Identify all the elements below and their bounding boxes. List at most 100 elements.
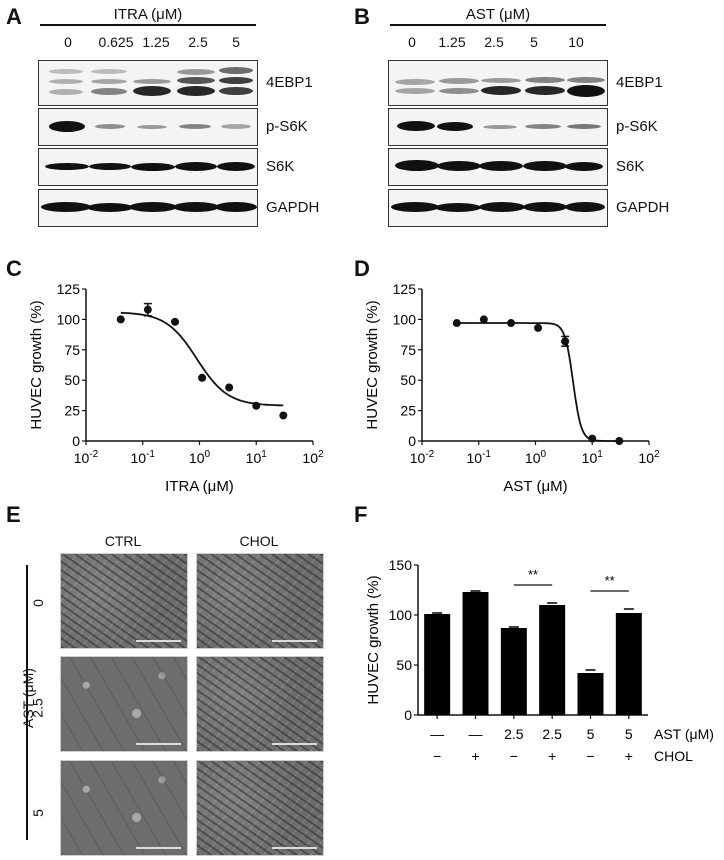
condition-label: − (510, 748, 518, 764)
data-point (252, 401, 261, 410)
x-tick-label: 10-2 (74, 449, 99, 466)
lane-label: 0.625 (98, 34, 134, 50)
panel-label-a: A (6, 4, 22, 29)
chart-f: 0 50 100 150 — — 2.5 2.5 5 5 AST (μM) − + − + − + CHOL ** *… (365, 557, 714, 764)
bar (615, 613, 642, 715)
row-axis-line (26, 565, 28, 840)
lane-label: 2.5 (188, 34, 208, 50)
blot-b-4ebp1 (388, 60, 608, 106)
lane-label: 5 (232, 34, 240, 50)
row-name-label: CHOL (654, 748, 693, 764)
data-point (534, 323, 543, 332)
blot-b-s6k (388, 148, 608, 186)
lane-label: 5 (530, 34, 538, 50)
micrograph-ctrl-2.5 (60, 656, 188, 752)
condition-label: + (625, 748, 633, 764)
x-tick-label: 102 (638, 449, 660, 466)
data-point (561, 337, 570, 346)
x-tick-label: 101 (246, 449, 268, 466)
lane-label: 1.25 (438, 34, 466, 50)
data-point (279, 411, 288, 420)
micrograph-ctrl-5 (60, 760, 188, 856)
y-tick-label: 75 (400, 342, 416, 358)
panel-label-e: E (6, 502, 21, 527)
bar (424, 614, 451, 715)
blot-b-ps6k (388, 108, 608, 146)
y-tick-label: 25 (64, 403, 80, 419)
y-tick-label: 150 (389, 557, 413, 573)
blot-a-divider (40, 24, 256, 26)
row-name-label: AST (μM) (654, 726, 714, 742)
lane-label: 1.25 (142, 34, 170, 50)
condition-label: 5 (587, 726, 595, 742)
y-tick-label: 0 (404, 707, 412, 723)
x-tick-label: 100 (525, 449, 547, 466)
chart-d: 0 25 50 75 100 125 10-2 10-1 100 101 102 AST (μM) HU… (364, 281, 660, 495)
protein-label: S6K (616, 158, 645, 175)
condition-label: — (430, 726, 444, 742)
condition-label: − (586, 748, 594, 764)
panel-label-c: C (6, 256, 22, 281)
protein-label: p-S6K (266, 118, 308, 135)
y-tick-label: 50 (64, 372, 80, 388)
condition-label: + (471, 748, 479, 764)
y-tick-label: 125 (393, 281, 417, 297)
lane-label: 0 (408, 34, 416, 50)
y-tick-label: 75 (64, 342, 80, 358)
blot-a-ps6k (38, 108, 258, 146)
condition-label: − (433, 748, 441, 764)
x-axis-label: ITRA (μM) (165, 478, 234, 495)
fit-curve (456, 322, 620, 442)
lane-label: 2.5 (484, 34, 504, 50)
y-tick-label: 100 (393, 311, 417, 327)
x-tick-label: 10-1 (131, 449, 156, 466)
bar (577, 673, 604, 715)
protein-label: GAPDH (616, 199, 670, 216)
condition-label: 2.5 (504, 726, 524, 742)
x-tick-label: 101 (582, 449, 604, 466)
micrograph-chol-2.5 (196, 656, 324, 752)
data-point (452, 319, 461, 328)
micrograph-chol-0 (196, 553, 324, 649)
protein-label: GAPDH (266, 199, 320, 216)
blot-b-divider (390, 24, 606, 26)
y-axis-label: HUVEC growth (%) (364, 300, 381, 429)
data-point (143, 305, 152, 314)
panel-label-b: B (354, 4, 370, 29)
blot-a-s6k (38, 148, 258, 186)
y-tick-label: 0 (72, 433, 80, 449)
data-point (588, 434, 597, 443)
column-label-chol: CHOL (239, 533, 279, 549)
x-tick-label: 100 (189, 449, 211, 466)
row-label: 0 (29, 599, 46, 607)
protein-label: S6K (266, 158, 295, 175)
y-tick-label: 50 (396, 657, 412, 673)
blot-a-4ebp1 (38, 60, 258, 106)
blot-b-gapdh (388, 189, 608, 227)
data-point (225, 383, 234, 392)
x-tick-label: 10-2 (410, 449, 435, 466)
data-point (170, 317, 179, 326)
y-tick-label: 0 (408, 433, 416, 449)
y-tick-label: 100 (57, 311, 81, 327)
condition-label: — (469, 726, 483, 742)
y-tick-label: 100 (389, 607, 413, 623)
condition-label: 5 (625, 726, 633, 742)
x-tick-label: 10-1 (467, 449, 492, 466)
protein-label: 4EBP1 (616, 74, 663, 91)
bar (500, 628, 527, 715)
significance-marker: ** (605, 573, 615, 588)
data-point (116, 315, 125, 324)
column-label-ctrl: CTRL (104, 533, 142, 549)
bar (539, 605, 566, 715)
y-tick-label: 125 (57, 281, 81, 297)
condition-label: + (548, 748, 556, 764)
y-axis-label: HUVEC growth (%) (365, 575, 382, 704)
chart-c: 0 25 50 75 100 125 10-2 10-1 100 101 102 ITRA (μM) H… (28, 281, 324, 495)
condition-label: 2.5 (542, 726, 562, 742)
y-axis-label: HUVEC growth (%) (28, 300, 45, 429)
micrograph-chol-5 (196, 760, 324, 856)
blot-a-title: ITRA (μM) (113, 6, 183, 23)
data-point (479, 315, 488, 324)
data-point (615, 437, 624, 445)
